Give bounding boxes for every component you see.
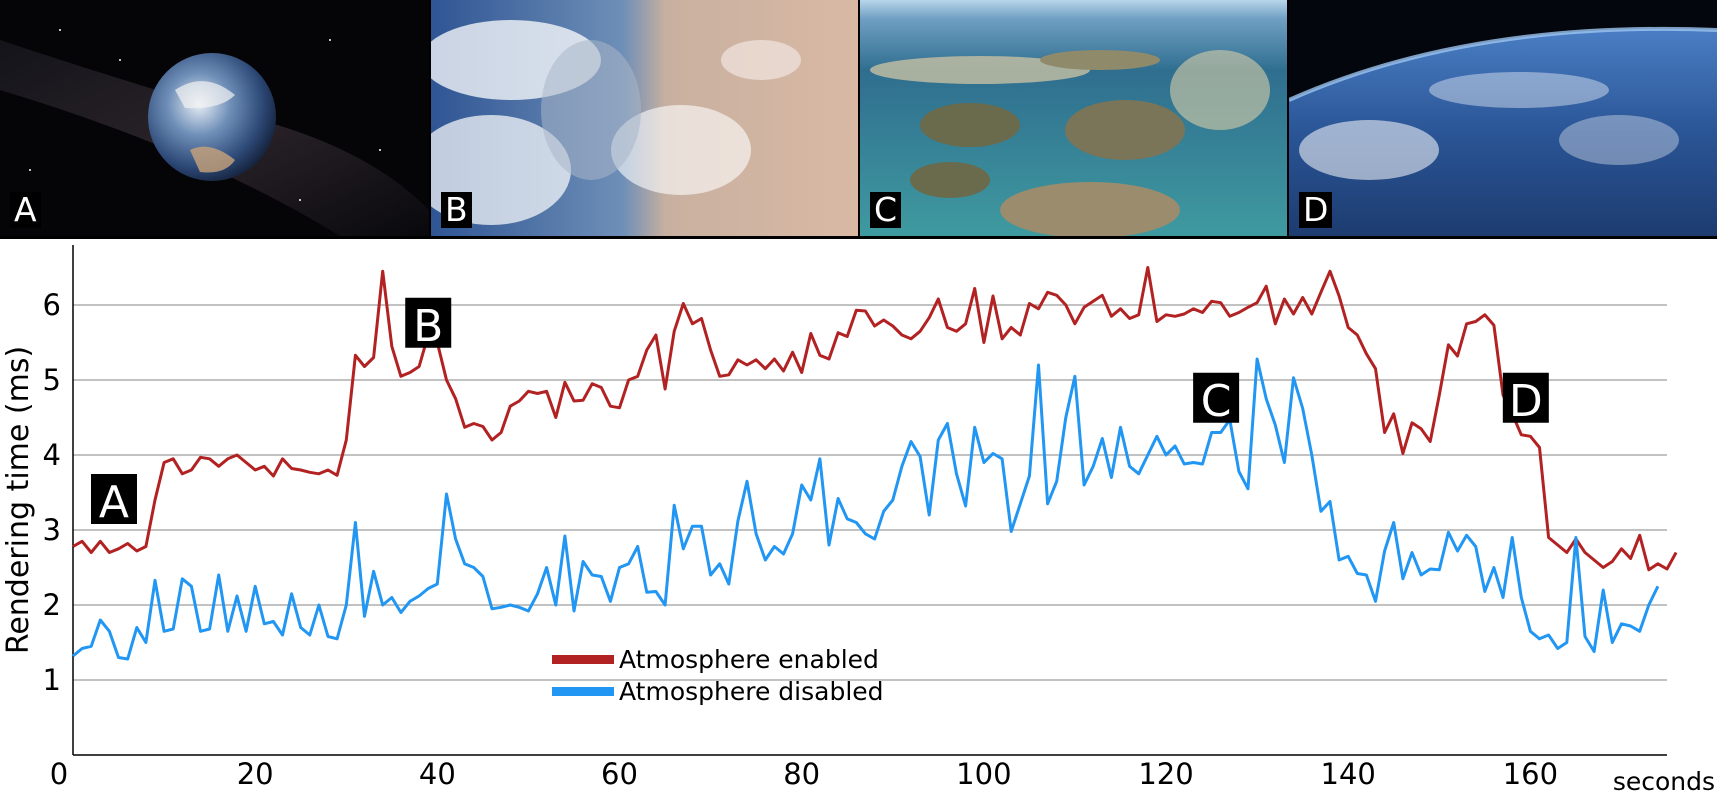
grid-lines — [73, 304, 1667, 681]
panel-label-c: C — [870, 192, 902, 228]
legend: Atmosphere enabled Atmosphere disabled — [552, 645, 884, 706]
screenshot-panel-b: B — [431, 0, 858, 236]
legend-label-enabled: Atmosphere enabled — [619, 645, 879, 674]
x-tick-label: 160 — [1503, 757, 1558, 791]
y-tick-label: 5 — [43, 363, 61, 397]
annotation-box-c — [1193, 372, 1240, 423]
legend-swatch-enabled — [552, 655, 614, 664]
series-line-atmosphere-disabled — [72, 357, 1660, 661]
x-tick-label: 40 — [419, 757, 456, 791]
x-tick-label: 0 — [50, 757, 68, 791]
x-tick-label: 60 — [601, 757, 638, 791]
screenshot-panel-c: C — [860, 0, 1287, 236]
rendering-time-chart: 1 2 3 4 5 6 0 20 40 60 80 100 120 140 160 Rendering t… — [1, 245, 1715, 795]
annotation-box-b — [405, 297, 452, 348]
orbital-horizon-image — [1289, 0, 1717, 236]
x-tick-label: 100 — [956, 757, 1011, 791]
annotation-label-d: D — [1509, 376, 1543, 427]
panel-label-b: B — [441, 192, 472, 228]
y-tick-label: 1 — [43, 663, 61, 697]
panel-label-d: D — [1299, 192, 1333, 228]
satellite-clouds-image — [431, 0, 858, 236]
island-shallows-image — [860, 0, 1287, 236]
y-tick-label: 4 — [43, 438, 61, 472]
series-line-atmosphere-enabled — [72, 266, 1678, 572]
annotation-label-b: B — [413, 301, 443, 352]
y-tick-label: 3 — [43, 513, 61, 547]
x-tick-label: 20 — [237, 757, 274, 791]
screenshot-panel-a: A — [0, 0, 429, 236]
y-tick-labels: 1 2 3 4 5 6 — [43, 288, 61, 697]
x-tick-label: 140 — [1321, 757, 1376, 791]
legend-swatch-disabled — [552, 687, 614, 696]
x-axis-label: seconds — [1613, 767, 1715, 795]
y-axis-label: Rendering time (ms) — [1, 346, 36, 654]
legend-label-disabled: Atmosphere disabled — [619, 677, 884, 706]
screenshot-panel-d: D — [1289, 0, 1717, 236]
x-tick-labels: 0 20 40 60 80 100 120 140 160 — [50, 757, 1558, 791]
x-tick-label: 120 — [1138, 757, 1193, 791]
panel-label-a: A — [10, 192, 41, 228]
annotation-label-c: C — [1201, 376, 1232, 427]
annotation-label-a: A — [99, 477, 129, 528]
y-tick-label: 6 — [43, 288, 61, 322]
x-tick-label: 80 — [783, 757, 820, 791]
annotation-box-a — [90, 474, 137, 524]
earth-globe-image — [0, 0, 429, 236]
chart-annotations: A B C D — [90, 297, 1549, 528]
y-tick-label: 2 — [43, 588, 61, 622]
annotation-box-d — [1502, 372, 1549, 423]
data-series — [72, 266, 1678, 661]
rendering-screenshot-strip: A B — [0, 0, 1717, 239]
